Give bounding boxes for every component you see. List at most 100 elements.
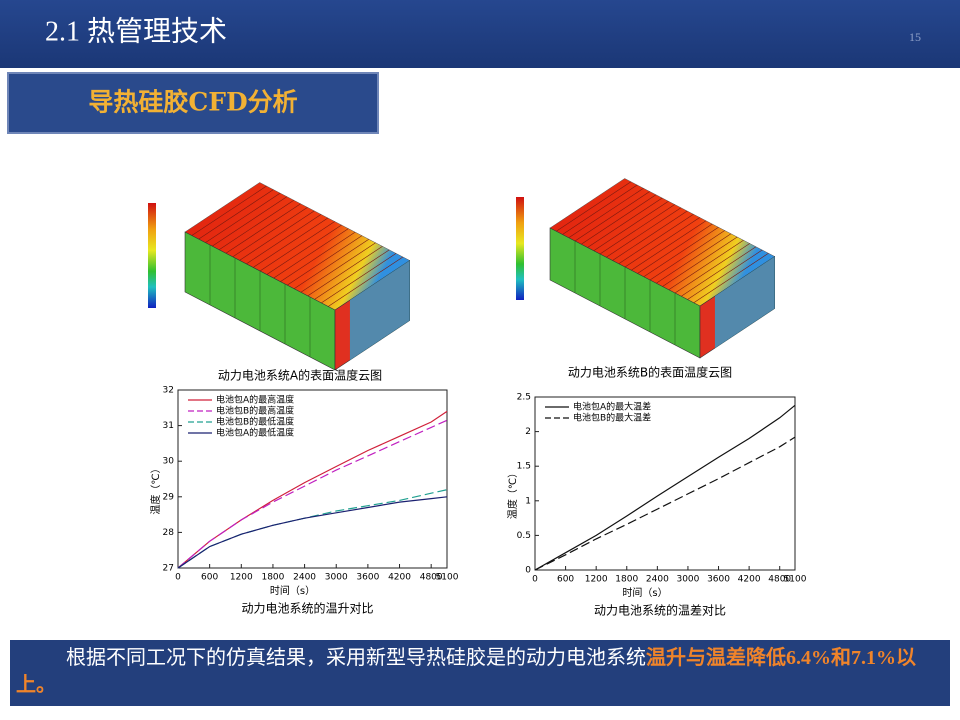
cfd-stripe: [668, 239, 744, 291]
header-title: 2.1 热管理技术: [45, 15, 227, 47]
cfd-side-cool: [349, 260, 410, 361]
series-line: [177, 496, 448, 569]
image-caption: 动力电池系统A的表面温度云图: [218, 368, 382, 383]
x-tick-label: 0: [175, 573, 181, 583]
legend-label: 电池包A的最低温度: [216, 427, 294, 439]
cfd-stripe: [556, 181, 632, 232]
cfd-stripe: [300, 242, 376, 293]
legend-label: 电池包B的最低温度: [216, 416, 294, 428]
colorbar: [516, 197, 524, 300]
cfd-stripe: [293, 238, 369, 289]
x-tick-label: 4800: [420, 573, 443, 583]
y-tick-label: 30: [163, 457, 175, 467]
cfd-stripe: [287, 235, 363, 286]
page-number: 15: [909, 30, 921, 44]
x-tick-label: 1800: [615, 575, 638, 585]
chart-title: 动力电池系统的温升对比: [241, 601, 373, 616]
legend-label: 电池包B的最高温度: [216, 405, 294, 417]
legend-label: 电池包A的最大温差: [573, 401, 651, 413]
cfd-stripe: [253, 217, 329, 268]
y-tick-label: 32: [163, 386, 174, 396]
x-axis-label: 时间（s）: [270, 584, 315, 597]
cfd-stripe: [656, 233, 732, 284]
cfd-stripe: [693, 252, 769, 304]
y-tick-label: 2: [525, 427, 531, 437]
cfd-stripe: [568, 187, 644, 239]
x-tick-label: 3600: [707, 575, 730, 585]
section-title: 导热硅胶CFD分析: [88, 88, 297, 117]
cfd-stripe: [631, 220, 707, 271]
cfd-stripe: [280, 231, 356, 282]
section-box: [7, 72, 379, 134]
cfd-images: [148, 178, 776, 371]
y-axis-label: 温度（℃）: [149, 463, 162, 514]
plot-frame: [534, 396, 796, 571]
cfd-stripe: [328, 256, 404, 307]
series-line: [534, 436, 796, 571]
cfd-stripe: [225, 203, 301, 254]
colorbar: [148, 203, 156, 308]
x-tick-label: 600: [557, 575, 574, 585]
cfd-stripe: [205, 192, 281, 243]
cfd-stripe: [562, 184, 638, 235]
cfd-stripe: [581, 194, 657, 245]
cfd-side-cool: [714, 256, 775, 349]
x-tick-label: 1200: [230, 573, 253, 583]
cfd-stripe: [606, 207, 682, 258]
cfd-stripe: [218, 199, 294, 250]
y-tick-label: 28: [163, 528, 175, 538]
cfd-stripe: [587, 197, 663, 248]
cfd-stripe: [612, 210, 688, 261]
y-tick-label: 0.5: [517, 531, 531, 541]
cfd-stripe: [239, 210, 315, 261]
cfd-stripe: [618, 213, 694, 265]
cfd-stripe: [273, 228, 349, 279]
x-tick-label: 2400: [293, 573, 316, 583]
y-axis-label: 温度（℃）: [506, 468, 519, 519]
x-tick-label: 3000: [676, 575, 699, 585]
y-tick-label: 0: [525, 566, 531, 576]
cfd-stripe: [637, 223, 713, 274]
x-axis-label: 时间（s）: [622, 586, 667, 599]
cfd-stripe: [198, 189, 274, 240]
conclusion-box: 根据不同工况下的仿真结果，采用新型导热硅胶是的动力电池系统温升与温差降低6.4%…: [10, 640, 950, 706]
cfd-stripe: [574, 191, 650, 242]
cfd-stripe: [599, 204, 675, 255]
x-tick-label: 4800: [768, 575, 791, 585]
cfd-stripe: [674, 243, 750, 294]
y-tick-label: 2.5: [517, 393, 531, 403]
cfd-stripe: [624, 217, 700, 268]
x-tick-label: 4200: [388, 573, 411, 583]
series-line: [177, 419, 448, 569]
x-tick-label: 3600: [356, 573, 379, 583]
x-tick-label: 600: [201, 573, 218, 583]
series-line: [534, 404, 796, 571]
y-tick-label: 29: [163, 492, 175, 502]
y-tick-label: 27: [163, 564, 174, 574]
x-tick-label: 2400: [646, 575, 669, 585]
cfd-stripe: [314, 249, 390, 300]
chart-title: 动力电池系统的温差对比: [594, 603, 726, 618]
cfd-stripe: [259, 221, 335, 272]
cfd-stripe: [232, 207, 308, 258]
cfd-stripe: [643, 226, 719, 278]
y-tick-label: 1: [525, 496, 531, 506]
cfd-stripe: [266, 224, 342, 275]
x-tick-label: 4200: [738, 575, 761, 585]
x-tick-label: 3000: [325, 573, 348, 583]
image-caption: 动力电池系统B的表面温度云图: [568, 365, 732, 380]
conclusion-text: 根据不同工况下的仿真结果，采用新型导热硅胶是的动力电池系统: [66, 645, 646, 669]
cfd-stripe: [212, 196, 288, 247]
cfd-stripe: [593, 200, 669, 252]
x-tick-label: 5100: [436, 573, 459, 583]
y-tick-label: 31: [163, 421, 174, 431]
legend-label: 电池包B的最大温差: [573, 412, 651, 424]
cfd-stripe: [681, 246, 757, 297]
cfd-stripe: [307, 246, 383, 297]
x-tick-label: 1200: [585, 575, 608, 585]
cfd-stripe: [246, 214, 322, 265]
conclusion-highlight: 温升与温差降低6.4%和7.1%以上。: [16, 647, 916, 696]
cfd-stripe: [321, 253, 397, 304]
